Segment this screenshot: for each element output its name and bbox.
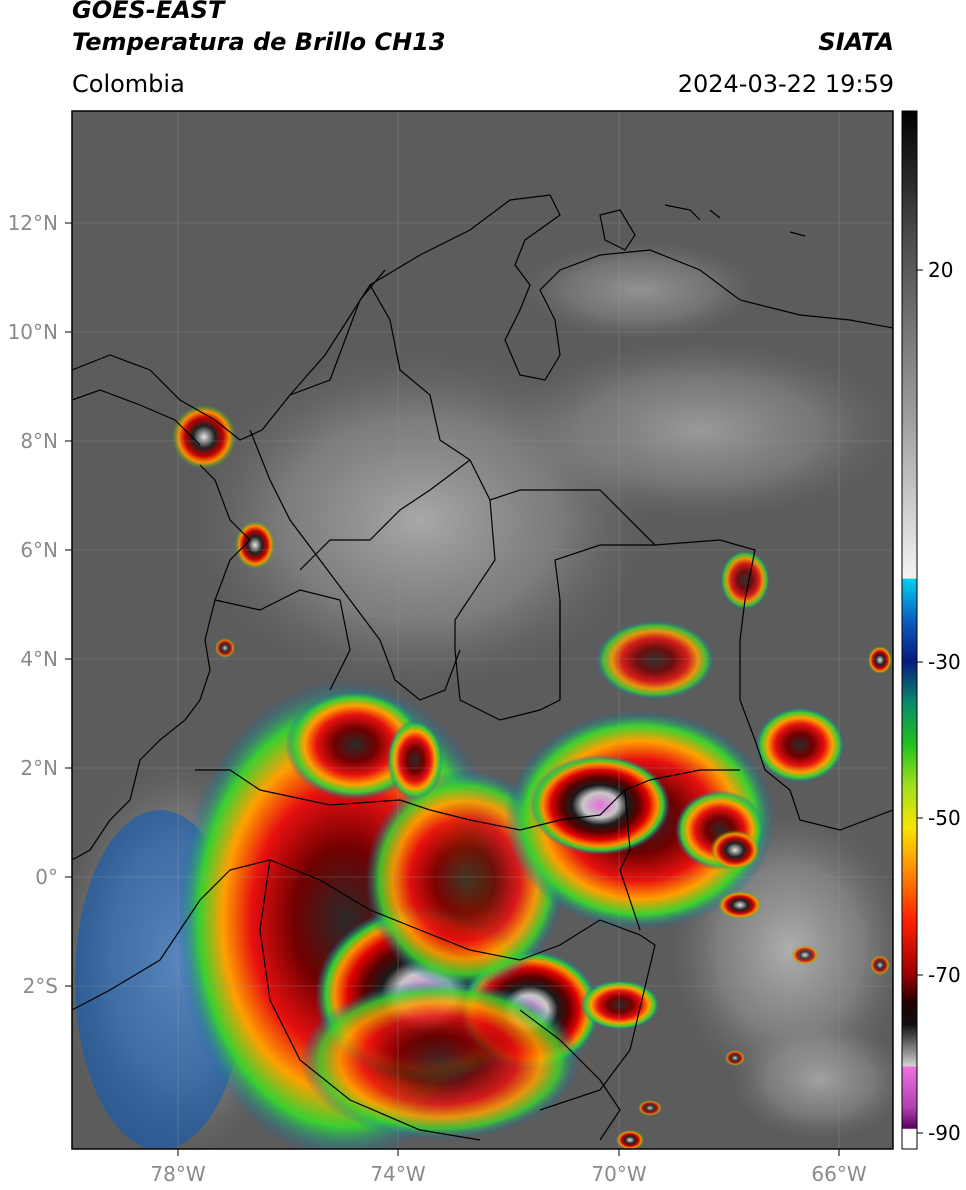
colorbar-tick-label: 20 <box>928 258 953 282</box>
lon-tick-label: 78°W <box>150 1162 205 1186</box>
borders <box>72 194 893 1141</box>
gridlines <box>72 111 893 1149</box>
colorbar-tick-label: -50 <box>928 806 961 830</box>
latitude-axis: 12°N 10°N 8°N 6°N 4°N 2°N 0° 2°S <box>8 211 72 998</box>
lon-tick-label: 66°W <box>811 1162 866 1186</box>
colorbar-tick-label: -30 <box>928 650 961 674</box>
colorbar: 20 -30 -50 -70 -90 <box>901 110 961 1150</box>
satellite-title: GOES-EAST <box>72 0 225 24</box>
lat-tick-label: 4°N <box>20 647 58 671</box>
imagery-layer <box>72 111 893 1149</box>
lat-tick-label: 2°N <box>20 756 58 780</box>
lon-tick-label: 70°W <box>591 1162 646 1186</box>
lat-tick-label: 6°N <box>20 538 58 562</box>
lat-tick-label: 10°N <box>8 320 58 344</box>
map-frame <box>71 110 894 1150</box>
region-label: Colombia <box>72 70 185 98</box>
datetime-label: 2024-03-22 19:59 <box>677 70 894 98</box>
colorbar-tick-label: -70 <box>928 963 961 987</box>
lat-tick-label: 2°S <box>23 974 58 998</box>
lat-tick-label: 8°N <box>20 429 58 453</box>
lat-tick-label: 0° <box>35 865 58 889</box>
organization-label: SIATA <box>818 28 894 56</box>
lon-tick-label: 74°W <box>370 1162 425 1186</box>
lat-tick-label: 12°N <box>8 211 58 235</box>
colorbar-tick-label: -90 <box>928 1121 961 1145</box>
longitude-axis: 78°W 74°W 70°W 66°W <box>150 1149 867 1186</box>
product-title: Temperatura de Brillo CH13 <box>72 28 446 56</box>
